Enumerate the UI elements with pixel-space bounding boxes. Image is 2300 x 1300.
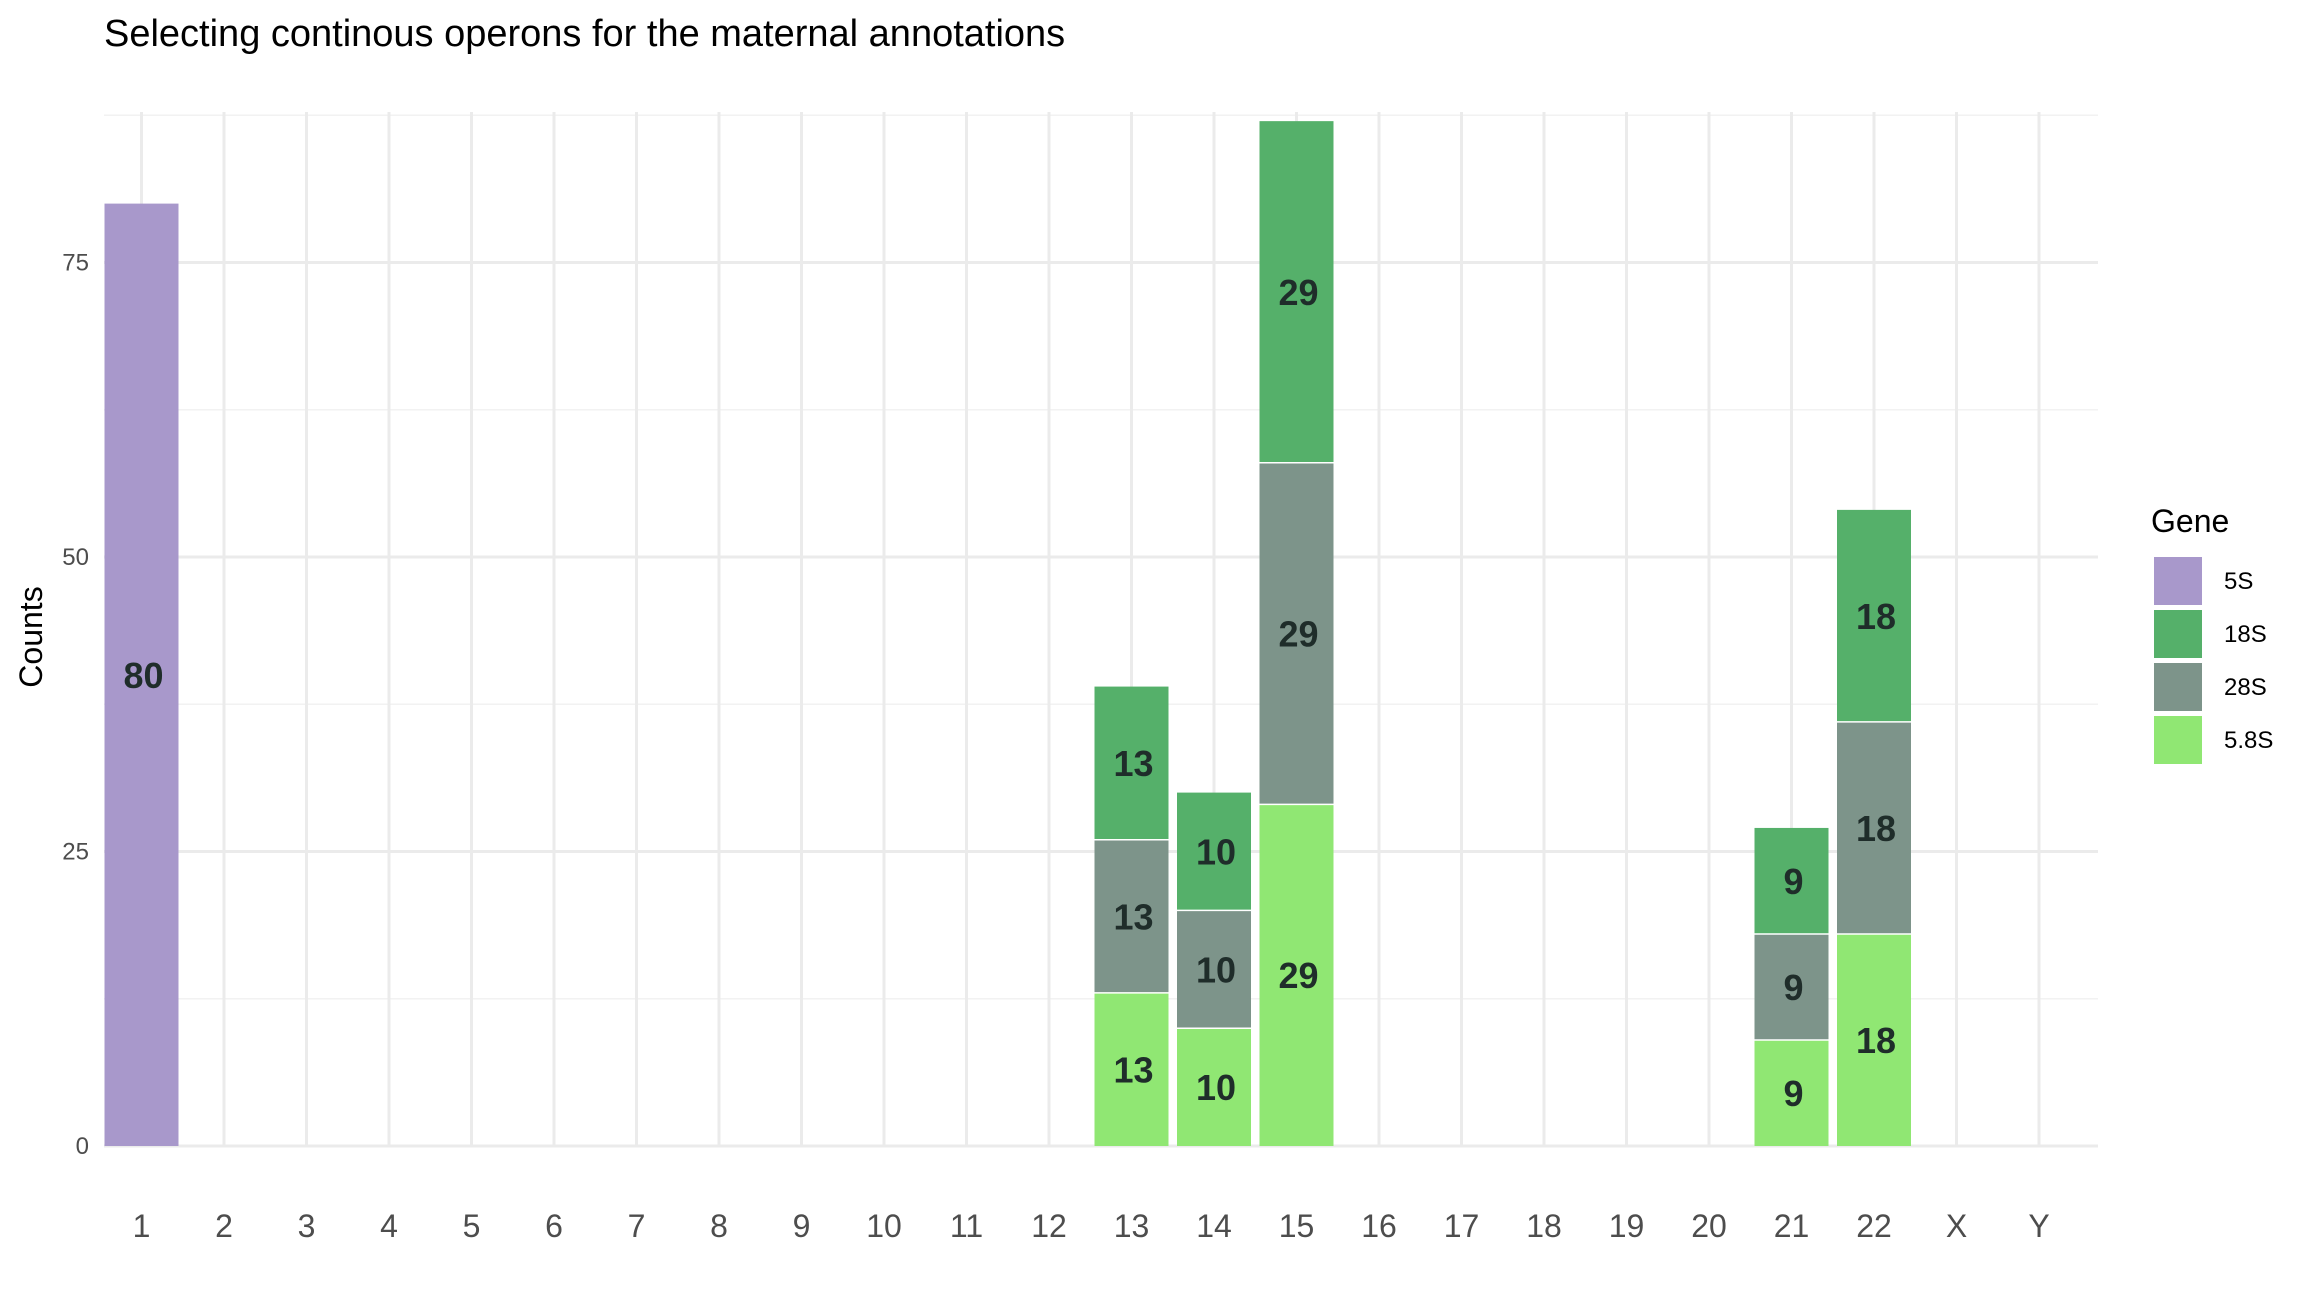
x-tick-label: 20	[1691, 1208, 1727, 1244]
legend-label: 28S	[2224, 674, 2267, 701]
bar-value-label: 9	[1783, 1073, 1803, 1114]
y-tick-label: 25	[62, 839, 89, 866]
y-tick-label: 50	[62, 544, 89, 571]
bar-value-label: 29	[1278, 955, 1318, 996]
bar-value-label: 13	[1113, 743, 1153, 784]
bar-segment	[1094, 839, 1169, 993]
x-tick-label: 18	[1526, 1208, 1562, 1244]
x-tick-label: 21	[1774, 1208, 1810, 1244]
legend-swatch	[2154, 610, 2202, 658]
bar-value-label: 18	[1856, 808, 1896, 849]
bar-value-label: 10	[1196, 949, 1236, 990]
bar-segment	[1177, 1028, 1251, 1146]
x-tick-label: 11	[950, 1208, 983, 1244]
x-tick-label: 13	[1114, 1208, 1150, 1244]
bar-value-label: 18	[1856, 596, 1896, 637]
chart-title: Selecting continous operons for the mate…	[104, 13, 1065, 55]
y-tick-label: 0	[76, 1133, 89, 1160]
x-tick-label: 15	[1279, 1208, 1315, 1244]
x-tick-label: 9	[793, 1208, 811, 1244]
bar-segment	[1259, 804, 1334, 1146]
x-axis: 1 2 3 4 5 6 7 8 9 10 11 12 13 14 15 16 17 18 19 20 21 22 X Y	[133, 1208, 2050, 1244]
legend-label: 5S	[2224, 568, 2253, 595]
x-tick-label: 12	[1031, 1208, 1067, 1244]
bar-segment	[1094, 686, 1169, 840]
bar-segment	[1259, 462, 1334, 805]
x-tick-label: 14	[1196, 1208, 1232, 1244]
bar-value-label: 10	[1196, 832, 1236, 873]
x-tick-label: 10	[866, 1208, 902, 1244]
x-tick-label: 8	[710, 1208, 728, 1244]
legend-label: 5.8S	[2224, 727, 2273, 754]
bar-value-label: 80	[123, 655, 163, 696]
bar-segment	[1837, 509, 1911, 722]
bar-segment	[1837, 721, 1911, 934]
x-tick-label: 17	[1444, 1208, 1480, 1244]
x-tick-label: 6	[545, 1208, 563, 1244]
bar-segment	[1754, 1039, 1829, 1146]
bar-segment	[1177, 910, 1251, 1029]
x-tick-label: X	[1946, 1208, 1967, 1244]
x-tick-label: 7	[628, 1208, 646, 1244]
legend-swatch	[2154, 663, 2202, 711]
legend: Gene 5S 18S 28S 5.8S	[2151, 503, 2273, 764]
x-tick-label: 16	[1361, 1208, 1397, 1244]
y-axis-title: Counts	[13, 586, 49, 687]
bar-value-label: 13	[1113, 896, 1153, 937]
x-tick-label: 22	[1856, 1208, 1892, 1244]
bar-value-label: 13	[1113, 1049, 1153, 1090]
legend-swatch	[2154, 557, 2202, 605]
x-tick-label: 1	[133, 1208, 151, 1244]
legend-label: 18S	[2224, 621, 2267, 648]
y-tick-label: 75	[62, 250, 89, 277]
bar-segment	[104, 203, 179, 1147]
y-axis: 0 25 50 75	[62, 250, 89, 1161]
bar-value-label: 18	[1856, 1020, 1896, 1061]
bar-segment	[1177, 792, 1251, 911]
bars	[104, 121, 1911, 1147]
bar-labels: 80 13 13 13 10 10 10 29 29 29 9 9 9 18 18 18	[123, 272, 1896, 1114]
bar-value-label: 9	[1783, 967, 1803, 1008]
x-tick-label: 2	[215, 1208, 233, 1244]
x-tick-label: Y	[2028, 1208, 2049, 1244]
bar-value-label: 29	[1278, 272, 1318, 313]
legend-title: Gene	[2151, 503, 2229, 539]
bar-segment	[1259, 121, 1334, 463]
bar-segment	[1754, 933, 1829, 1040]
bar-value-label: 9	[1783, 861, 1803, 902]
bar-segment	[1754, 827, 1829, 934]
bar-value-label: 10	[1196, 1067, 1236, 1108]
x-tick-label: 19	[1609, 1208, 1645, 1244]
x-tick-label: 4	[380, 1208, 398, 1244]
legend-swatch	[2154, 716, 2202, 764]
x-tick-label: 5	[463, 1208, 481, 1244]
bar-value-label: 29	[1278, 614, 1318, 655]
bar-segment	[1837, 933, 1911, 1146]
bar-segment	[1094, 992, 1169, 1146]
x-tick-label: 3	[298, 1208, 316, 1244]
